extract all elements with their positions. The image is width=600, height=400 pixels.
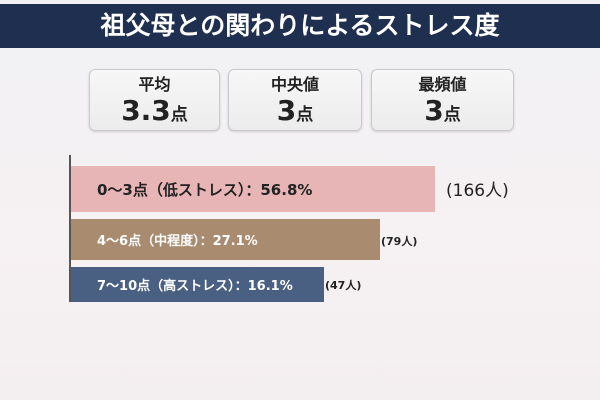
stat-label: 中央値 bbox=[270, 75, 319, 94]
stat-mode-card: 最頻値 3点 bbox=[371, 69, 514, 131]
count-label-high: (47人) bbox=[325, 279, 362, 292]
bar-label: 4〜6点（中程度）：27.1% bbox=[97, 234, 258, 249]
bar-medium-stress: 4〜6点（中程度）：27.1% bbox=[71, 219, 380, 260]
stat-value: 3点 bbox=[372, 95, 513, 131]
stat-number: 3.3 bbox=[121, 94, 171, 127]
page-title: 祖父母との関わりによるストレス度 bbox=[0, 4, 600, 48]
stat-unit: 点 bbox=[443, 105, 461, 125]
stat-value: 3点 bbox=[229, 95, 361, 131]
stat-label: 平均 bbox=[138, 75, 171, 94]
bar-label: 0〜3点（低ストレス）：56.8% bbox=[97, 180, 313, 199]
stat-number: 3 bbox=[276, 94, 297, 127]
stat-median-card: 中央値 3点 bbox=[228, 69, 362, 131]
stat-unit: 点 bbox=[170, 105, 188, 125]
stat-value: 3.3点 bbox=[90, 95, 219, 131]
stat-unit: 点 bbox=[296, 105, 314, 125]
y-axis-line bbox=[69, 155, 71, 302]
stat-label: 最頻値 bbox=[418, 75, 467, 94]
count-label-medium: (79人) bbox=[381, 235, 418, 248]
bar-low-stress: 0〜3点（低ストレス）：56.8% bbox=[71, 166, 435, 212]
count-label-low: (166人) bbox=[446, 181, 509, 201]
bar-label: 7〜10点（高ストレス）：16.1% bbox=[97, 279, 293, 294]
bar-high-stress: 7〜10点（高ストレス）：16.1% bbox=[71, 267, 324, 302]
stat-mean-card: 平均 3.3点 bbox=[89, 69, 220, 131]
stat-number: 3 bbox=[424, 94, 444, 127]
